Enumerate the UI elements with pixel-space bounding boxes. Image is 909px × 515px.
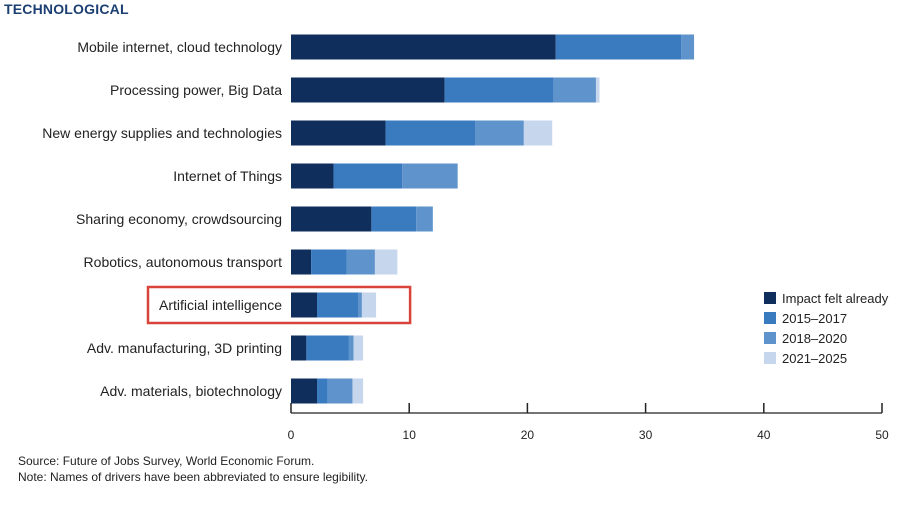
bar-adv-materials-biotechnology-2018-2020 [327,378,353,404]
bar-adv-materials-biotechnology-2015-2017 [317,378,328,404]
category-label-robotics-autonomous-transport: Robotics, autonomous transport [84,254,283,270]
highlight-layer [146,285,412,325]
bar-internet-of-things-2015-2017 [333,163,403,189]
category-label-new-energy-supplies-and-technologies: New energy supplies and technologies [42,125,282,141]
category-label-mobile-internet-cloud-technology: Mobile internet, cloud technology [77,39,282,55]
bar-sharing-economy-crowdsourcing-impact-felt-already [291,206,372,232]
legend-swatch-impact-felt-already [764,292,776,304]
x-axis: 0 10 20 30 40 50 [288,403,889,442]
legend-swatch-2021-2025 [764,352,776,364]
bar-adv-materials-biotechnology-2021-2025 [352,378,364,404]
legend-label-2021-2025: 2021–2025 [782,351,847,366]
bar-adv-manufacturing-3d-printing-impact-felt-already [291,335,307,361]
legend-swatch-2015-2017 [764,312,776,324]
legend-label-impact-felt-already: Impact felt already [782,291,889,306]
bar-adv-materials-biotechnology-impact-felt-already [291,378,318,404]
bar-mobile-internet-cloud-technology-2018-2020 [681,34,695,60]
legibility-note: Note: Names of drivers have been abbrevi… [18,470,368,484]
legend-label-2018-2020: 2018–2020 [782,331,847,346]
x-tick-label-40: 40 [757,428,771,442]
category-labels: Mobile internet, cloud technology Process… [42,39,282,399]
bar-robotics-autonomous-transport-2018-2020 [346,249,375,275]
bar-new-energy-supplies-and-technologies-impact-felt-already [291,120,386,146]
category-label-sharing-economy-crowdsourcing: Sharing economy, crowdsourcing [76,211,282,227]
category-label-processing-power-big-data: Processing power, Big Data [110,82,282,98]
bar-processing-power-big-data-2018-2020 [553,77,596,103]
bar-adv-manufacturing-3d-printing-2018-2020 [348,335,354,361]
x-tick-label-0: 0 [288,428,295,442]
highlight-box-artificial-intelligence [146,285,412,325]
legend-swatch-2018-2020 [764,332,776,344]
bar-mobile-internet-cloud-technology-2015-2017 [555,34,682,60]
bar-processing-power-big-data-2015-2017 [444,77,554,103]
bar-artificial-intelligence-2018-2020 [358,292,362,318]
source-note: Source: Future of Jobs Survey, World Eco… [18,454,315,468]
bar-artificial-intelligence-2021-2025 [361,292,377,318]
bars-layer [291,34,695,404]
bar-new-energy-supplies-and-technologies-2021-2025 [523,120,553,146]
bar-sharing-economy-crowdsourcing-2018-2020 [416,206,433,232]
bar-new-energy-supplies-and-technologies-2015-2017 [385,120,476,146]
bar-internet-of-things-impact-felt-already [291,163,334,189]
legend-label-2015-2017: 2015–2017 [782,311,847,326]
bar-sharing-economy-crowdsourcing-2015-2017 [371,206,417,232]
bar-new-energy-supplies-and-technologies-2018-2020 [475,120,524,146]
category-label-adv-manufacturing-3d-printing: Adv. manufacturing, 3D printing [87,340,282,356]
bar-robotics-autonomous-transport-2015-2017 [311,249,347,275]
category-label-internet-of-things: Internet of Things [173,168,282,184]
bar-adv-manufacturing-3d-printing-2021-2025 [353,335,364,361]
x-tick-label-20: 20 [521,428,535,442]
x-tick-label-50: 50 [875,428,889,442]
bar-robotics-autonomous-transport-2021-2025 [374,249,398,275]
bar-robotics-autonomous-transport-impact-felt-already [291,249,312,275]
category-label-artificial-intelligence: Artificial intelligence [159,297,282,313]
bar-processing-power-big-data-2021-2025 [595,77,600,103]
bar-artificial-intelligence-2015-2017 [317,292,359,318]
bar-adv-manufacturing-3d-printing-2015-2017 [306,335,349,361]
chart-title: TECHNOLOGICAL [4,1,129,17]
bar-mobile-internet-cloud-technology-impact-felt-already [291,34,556,60]
bar-processing-power-big-data-impact-felt-already [291,77,445,103]
category-label-adv-materials-biotechnology: Adv. materials, biotechnology [100,383,282,399]
bar-artificial-intelligence-impact-felt-already [291,292,318,318]
x-tick-label-10: 10 [403,428,417,442]
legend: Impact felt already 2015–2017 2018–2020 202… [764,291,889,366]
bar-internet-of-things-2018-2020 [402,163,458,189]
x-tick-label-30: 30 [639,428,653,442]
